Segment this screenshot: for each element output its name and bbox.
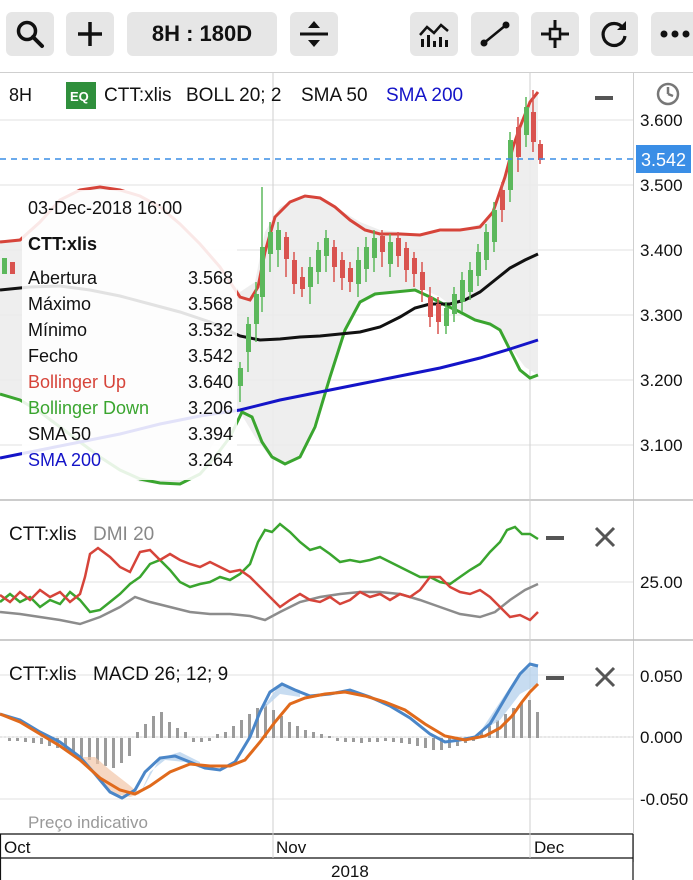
- add-button[interactable]: [66, 12, 114, 56]
- tooltip-row-value: 3.568: [187, 294, 233, 314]
- sma200-indicator-label[interactable]: SMA 200: [386, 85, 463, 106]
- tooltip-row-label: Bollinger Down: [28, 398, 150, 418]
- expand-button[interactable]: [290, 12, 338, 56]
- data-tooltip: 03-Dec-2018 16:00 CTT:xlis Abertura 3.568…: [22, 190, 237, 480]
- more-icon: [660, 30, 690, 38]
- dmi-panel[interactable]: CTT:xlis DMI 20 25.00: [0, 522, 683, 626]
- tooltip-row-label: Mínimo: [28, 320, 88, 340]
- y-tick: 3.500: [640, 176, 683, 195]
- macd-panel[interactable]: CTT:xlis MACD 26; 12; 9 0.050 0.000 -0.0…: [0, 662, 688, 832]
- refresh-icon: [601, 21, 627, 48]
- macd-symbol-label: CTT:xlis: [9, 664, 77, 685]
- eq-badge-label: EQ: [70, 89, 89, 104]
- search-icon: [16, 20, 44, 48]
- tooltip-row-value: 3.568: [187, 268, 233, 288]
- last-price-badge: [636, 145, 691, 173]
- x-tick-dec: Dec: [534, 838, 565, 857]
- toolbar: 8H : 180D: [0, 0, 693, 70]
- more-button[interactable]: [651, 12, 693, 56]
- bollinger-up-line: [0, 91, 540, 302]
- y-tick: 3.600: [640, 111, 683, 130]
- sma50-indicator-label[interactable]: SMA 50: [301, 85, 368, 106]
- chart-type-icon: [419, 23, 449, 47]
- candlesticks: [2, 90, 543, 402]
- tooltip-row-value: 3.264: [187, 450, 233, 470]
- tooltip-symbol: CTT:xlis: [28, 234, 98, 254]
- y-tick: 3.300: [640, 306, 683, 325]
- dmi-y-tick: 25.00: [640, 573, 683, 592]
- tooltip-row-label: Bollinger Up: [28, 372, 127, 392]
- tooltip-row-value: 3.394: [187, 424, 233, 444]
- macd-signal-fill: [80, 757, 140, 797]
- boll-indicator-label[interactable]: BOLL 20; 2: [186, 85, 281, 106]
- y-tick: 3.100: [640, 436, 683, 455]
- tooltip-row: Fecho 3.542: [28, 346, 233, 370]
- refresh-button[interactable]: [590, 12, 638, 56]
- macd-y-tick: 0.000: [640, 728, 683, 747]
- tooltip-row-value: 3.206: [187, 398, 233, 418]
- crosshair-icon: [541, 20, 569, 48]
- tooltip-row-label: Fecho: [28, 346, 79, 366]
- eq-badge: [66, 82, 96, 109]
- chart-type-button[interactable]: [410, 12, 458, 56]
- macd-close-icon[interactable]: [594, 666, 616, 688]
- last-price-value: 3.542: [641, 150, 686, 170]
- indicative-price-note: Preço indicativo: [28, 813, 148, 832]
- tooltip-row: Bollinger Down 3.206: [28, 398, 233, 422]
- dmi-plus-line: [0, 522, 539, 614]
- tooltip-row-value: 3.532: [187, 320, 233, 340]
- tooltip-row-value: 3.542: [187, 346, 233, 366]
- tooltip-row-label: SMA 200: [28, 450, 102, 470]
- trendline-icon: [480, 21, 510, 47]
- x-axis: Oct Nov Dec 2018: [4, 838, 565, 880]
- period-button[interactable]: 8H : 180D: [127, 12, 277, 56]
- period-label: 8H : 180D: [151, 21, 253, 46]
- tooltip-row-value: 3.640: [187, 372, 233, 392]
- clock-icon[interactable]: [656, 82, 680, 106]
- dmi-close-icon[interactable]: [594, 526, 616, 548]
- symbol-label: CTT:xlis: [104, 85, 172, 106]
- macd-indicator-label[interactable]: MACD 26; 12; 9: [93, 664, 228, 685]
- tooltip-date: 03-Dec-2018 16:00: [28, 198, 183, 218]
- minimize-icon[interactable]: [595, 96, 613, 100]
- macd-y-tick: 0.050: [640, 667, 683, 686]
- dmi-symbol-label: CTT:xlis: [9, 524, 77, 545]
- macd-y-tick: -0.050: [640, 790, 688, 809]
- x-tick-oct: Oct: [4, 838, 31, 857]
- interval-label: 8H: [9, 85, 32, 105]
- dmi-minus-line: [0, 546, 539, 622]
- y-tick: 3.400: [640, 241, 683, 260]
- dmi-minimize-icon[interactable]: [546, 536, 564, 540]
- plus-icon: [78, 22, 102, 46]
- macd-minimize-icon[interactable]: [546, 676, 564, 680]
- tooltip-row: Bollinger Up 3.640: [28, 372, 233, 396]
- y-tick: 3.200: [640, 371, 683, 390]
- trendline-button[interactable]: [471, 12, 519, 56]
- tooltip-row: Mínimo 3.532: [28, 320, 233, 344]
- search-button[interactable]: [6, 12, 54, 56]
- tooltip-row-label: Abertura: [28, 268, 98, 288]
- tooltip-row: SMA 200 3.264: [28, 450, 233, 474]
- dmi-adx-line: [0, 582, 539, 626]
- tooltip-row-label: SMA 50: [28, 424, 92, 444]
- expand-vertical-icon: [300, 21, 328, 47]
- x-axis-year: 2018: [331, 862, 369, 880]
- crosshair-button[interactable]: [531, 12, 579, 56]
- macd-histogram: [8, 700, 539, 768]
- tooltip-row-label: Máximo: [28, 294, 92, 314]
- tooltip-row: SMA 50 3.394: [28, 424, 233, 448]
- tooltip-row: Abertura 3.568: [28, 268, 233, 292]
- main-y-axis: 3.600 3.500 3.400 3.300 3.200 3.100: [640, 111, 683, 455]
- signal-line: [0, 682, 540, 796]
- x-tick-nov: Nov: [276, 838, 307, 857]
- tooltip-row: Máximo 3.568: [28, 294, 233, 318]
- dmi-indicator-label[interactable]: DMI 20: [93, 524, 154, 545]
